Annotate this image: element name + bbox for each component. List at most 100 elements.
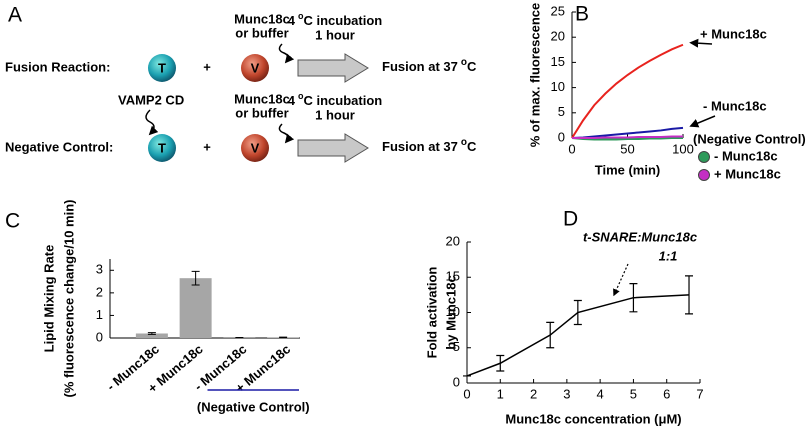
- y-tick-label: 15: [446, 269, 460, 284]
- series-label: - Munc18c: [703, 98, 767, 113]
- group-label: (Negative Control): [197, 399, 310, 414]
- panel-label: C: [5, 210, 20, 233]
- pretreatment: VAMP2 CD: [118, 92, 184, 107]
- x-axis-label: Munc18c concentration (μM): [505, 411, 681, 426]
- t-vesicle: [148, 134, 176, 162]
- y-axis-label: (% fluorescence change/10 min): [61, 200, 76, 398]
- result-text: Fusion at 37: [382, 59, 458, 74]
- duration: 1 hour: [315, 27, 355, 42]
- y-tick-label: 0: [558, 129, 565, 144]
- curly-arrow: [145, 109, 159, 136]
- series-label: + Munc18c: [700, 26, 767, 41]
- legend-dot: [698, 169, 710, 181]
- series-line: [572, 135, 683, 139]
- x-tick-label: 5: [630, 386, 637, 401]
- y-tick-label: 20: [551, 29, 565, 44]
- y-tick-label: 5: [453, 339, 460, 354]
- x-tick-label: 1: [497, 386, 504, 401]
- y-tick-label: 0: [453, 374, 460, 389]
- x-tick-label: 0: [463, 386, 470, 401]
- curly-arrow: [278, 43, 295, 64]
- error-bar: [546, 321, 555, 349]
- x-tick-label: 3: [563, 386, 570, 401]
- annotation: (Negative Control): [693, 131, 806, 146]
- y-tick-label: 25: [551, 3, 565, 18]
- row-title: Fusion Reaction:: [5, 59, 110, 74]
- legend-label: - Munc18c: [714, 148, 778, 163]
- y-axis-label: % of max. fluorescence: [527, 3, 542, 148]
- series-line: [571, 43, 684, 139]
- y-tick-label: 5: [558, 104, 565, 119]
- y-tick-label: 0: [96, 329, 103, 344]
- curly-arrow: [278, 123, 295, 144]
- degree: o: [298, 91, 304, 101]
- t-vesicle: [148, 54, 176, 82]
- plus: +: [203, 139, 211, 154]
- degree: o: [461, 57, 467, 68]
- error-bar: [685, 275, 694, 315]
- process-arrow: [297, 133, 369, 163]
- annotation: 1:1: [659, 248, 678, 263]
- series-line: [466, 294, 690, 377]
- y-axis-label: by Munc18c: [443, 275, 458, 349]
- y-tick-label: 1: [96, 307, 103, 322]
- x-tick-label: 50: [620, 141, 634, 156]
- panel-label: B: [575, 3, 589, 26]
- panel-label: A: [8, 4, 22, 27]
- incubation: 4 oC incubation: [288, 11, 383, 28]
- x-tick-label: 0: [568, 141, 575, 156]
- x-axis-label: Time (min): [595, 162, 661, 177]
- annotation: t-SNARE:Munc18c: [583, 229, 698, 244]
- result-unit: C: [467, 59, 477, 74]
- legend-dot: [698, 151, 710, 163]
- vesicle-label: T: [158, 60, 166, 75]
- x-tick-label: 7: [696, 386, 703, 401]
- pointer-arrow: [689, 38, 713, 48]
- result: Fusion at 37 oC: [382, 137, 477, 155]
- panel-label: D: [563, 208, 578, 231]
- incubation-text: C incubation: [304, 93, 383, 108]
- degree: o: [461, 137, 467, 148]
- y-axis-label: Lipid Mixing Rate: [41, 245, 56, 353]
- y-tick-label: 10: [551, 79, 565, 94]
- y-tick-label: 10: [446, 304, 460, 319]
- vesicle-label: T: [158, 140, 166, 155]
- additive: Munc18c: [234, 91, 290, 106]
- x-tick-label: 4: [597, 386, 604, 401]
- error-bar: [629, 282, 638, 313]
- y-tick-label: 2: [96, 284, 103, 299]
- result-unit: C: [467, 139, 477, 154]
- error-bar: [573, 299, 582, 326]
- y-tick-label: 20: [446, 233, 460, 248]
- error-bar: [147, 332, 156, 335]
- y-tick-label: 15: [551, 54, 565, 69]
- series-line: [571, 126, 684, 139]
- process-arrow: [297, 53, 369, 83]
- series-line: [571, 137, 683, 141]
- result-text: Fusion at 37: [382, 139, 458, 154]
- additive: or buffer: [235, 105, 288, 120]
- result: Fusion at 37 oC: [382, 57, 477, 75]
- v-vesicle: [241, 54, 269, 82]
- plus: +: [203, 59, 211, 74]
- x-tick-label: 6: [663, 386, 670, 401]
- error-bar: [191, 270, 200, 286]
- annotation-arrow: [613, 263, 629, 297]
- incubation: 4 oC incubation: [288, 91, 383, 108]
- row-title: Negative Control:: [5, 139, 113, 154]
- bar: [135, 333, 168, 338]
- additive: Munc18c: [234, 11, 290, 26]
- error-bar: [496, 354, 505, 372]
- incubation-temp: 4: [288, 93, 296, 108]
- duration: 1 hour: [315, 107, 355, 122]
- legend-label: + Munc18c: [714, 166, 781, 181]
- bar: [179, 278, 212, 338]
- y-tick-label: 3: [96, 262, 103, 277]
- x-tick-label: 100: [672, 141, 694, 156]
- x-tick-label: 2: [530, 386, 537, 401]
- degree: o: [298, 11, 304, 21]
- incubation-text: C incubation: [304, 13, 383, 28]
- vesicle-label: V: [251, 140, 260, 155]
- additive: or buffer: [235, 25, 288, 40]
